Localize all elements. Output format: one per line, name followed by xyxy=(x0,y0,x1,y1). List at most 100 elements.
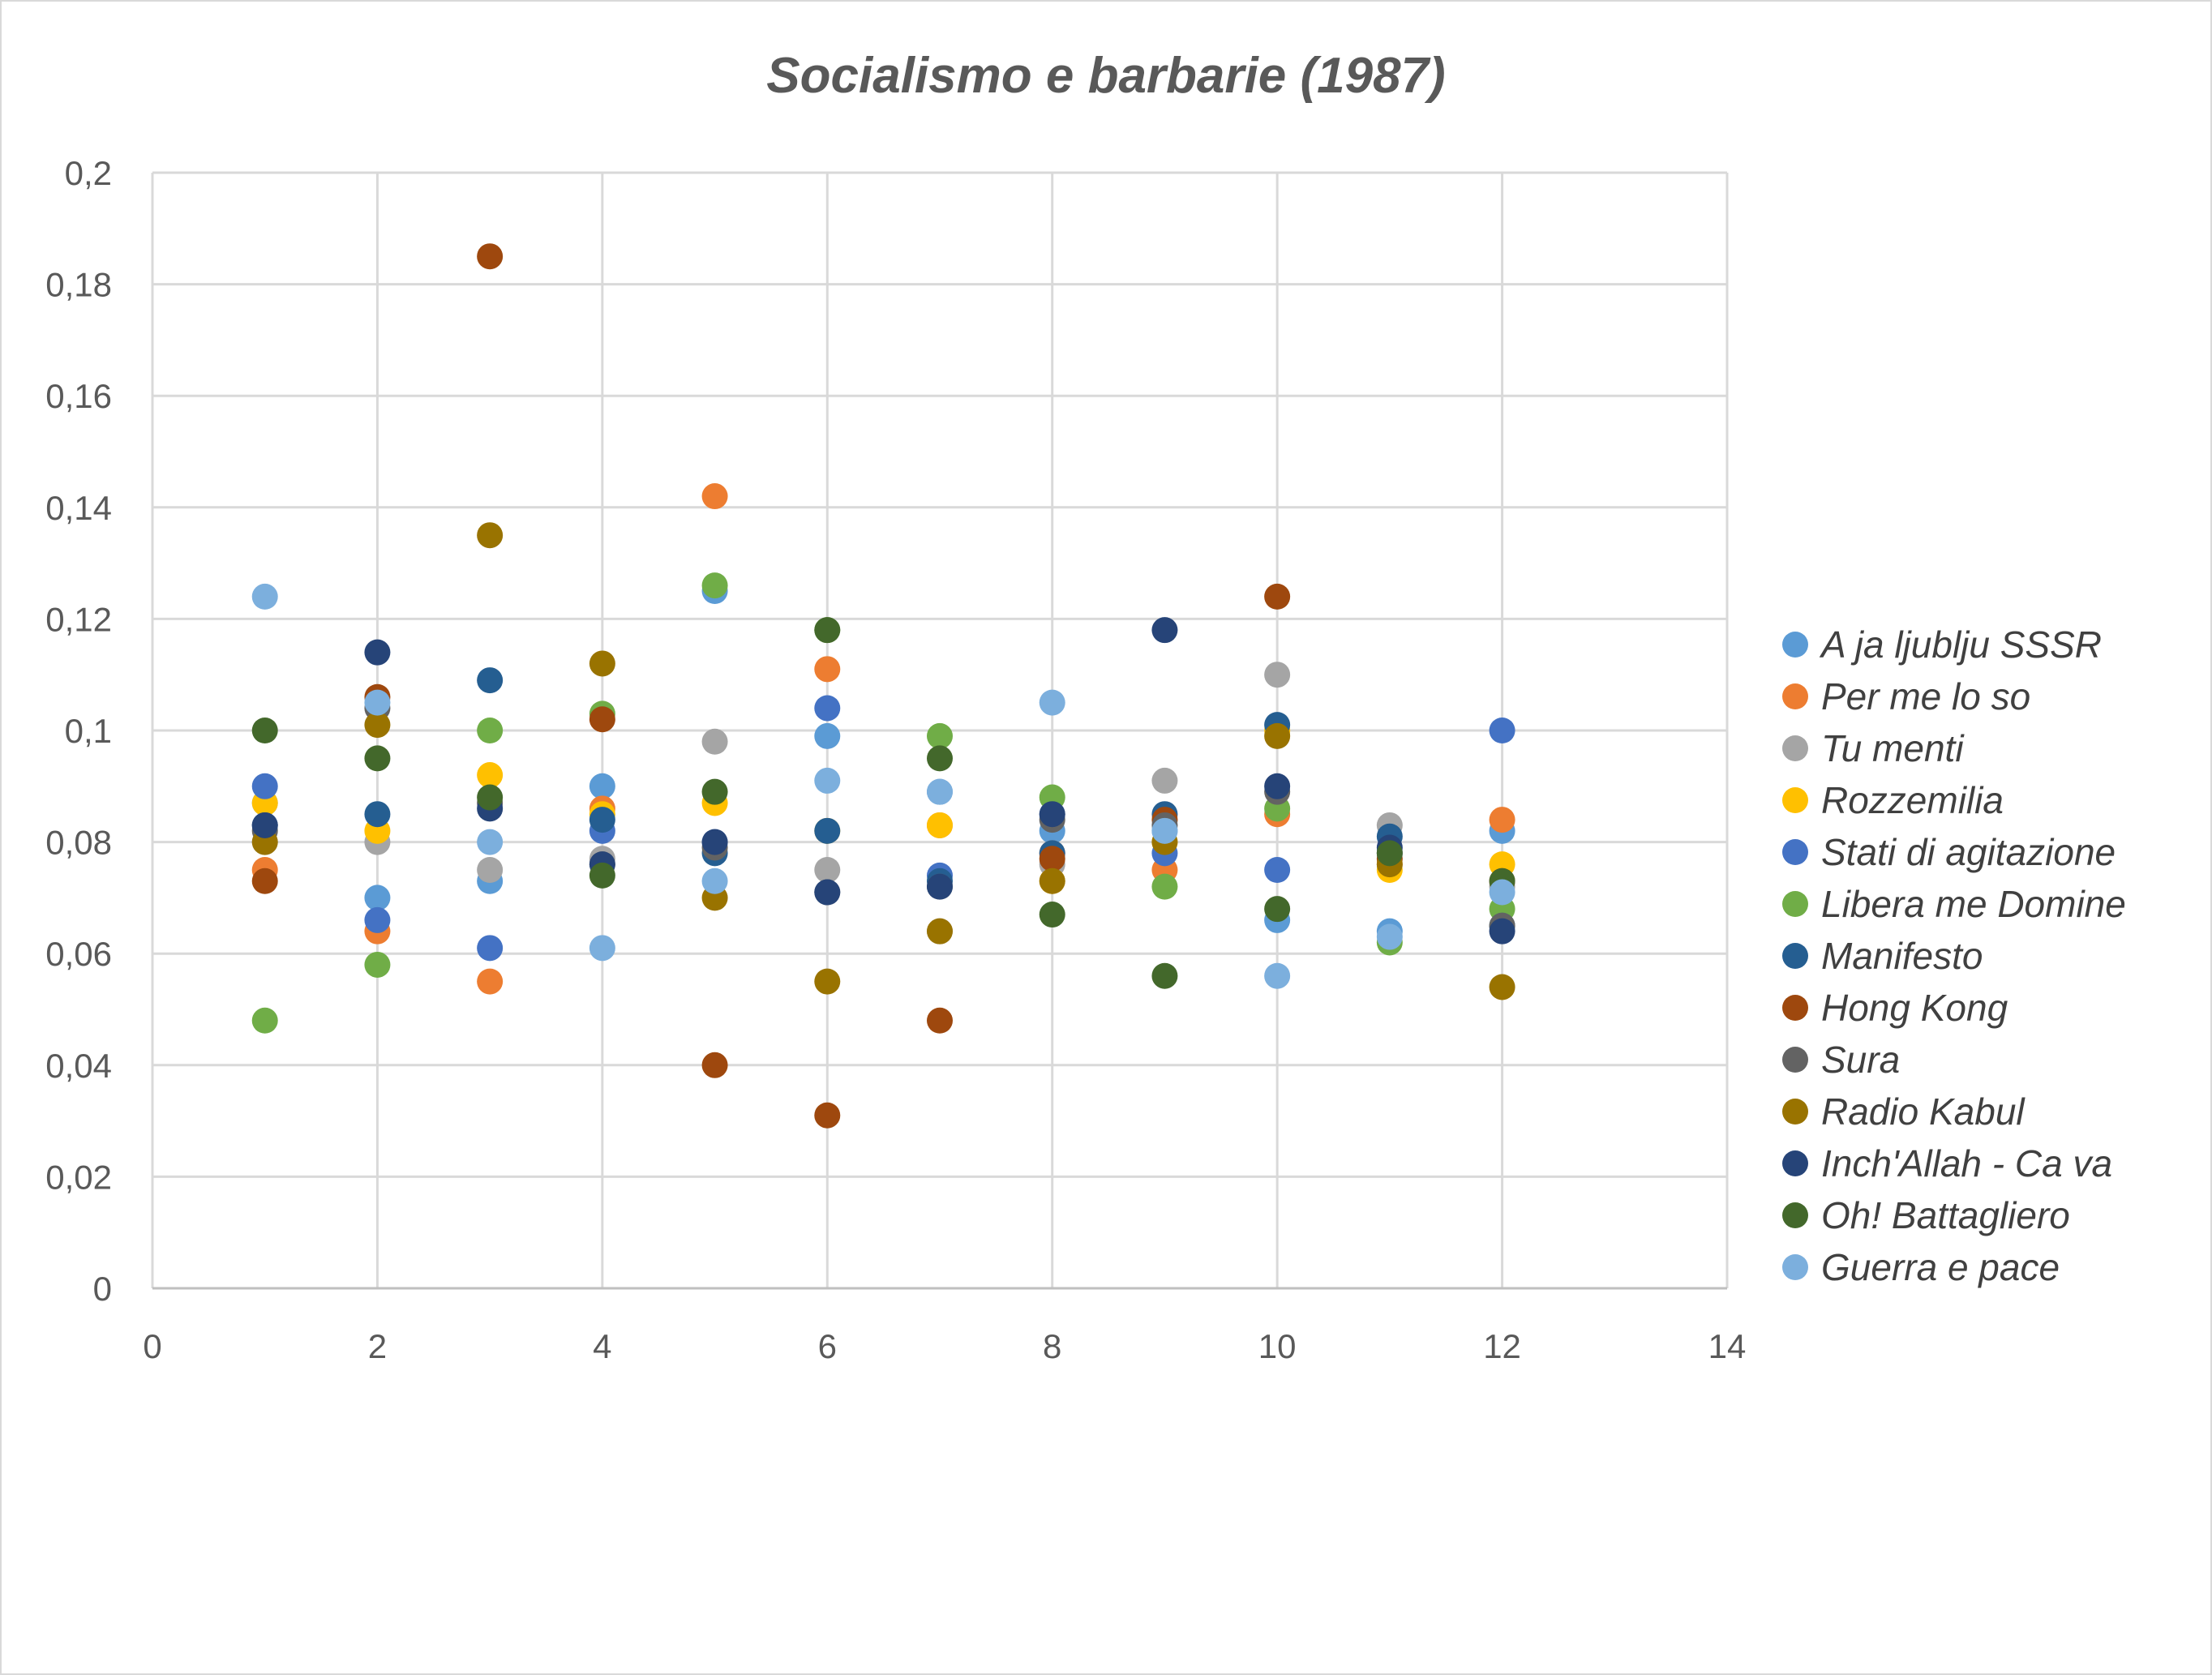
data-point xyxy=(1264,583,1291,610)
data-point xyxy=(927,873,953,900)
data-point xyxy=(1151,817,1178,844)
series-1 xyxy=(251,483,1515,995)
legend-marker xyxy=(1782,1047,1808,1073)
data-point xyxy=(1376,923,1403,950)
x-tick-label: 2 xyxy=(368,1327,387,1365)
legend-item: Tu menti xyxy=(1782,727,1965,769)
data-point xyxy=(364,801,391,828)
data-point xyxy=(1489,879,1515,906)
y-tick-label: 0,16 xyxy=(45,377,112,415)
legend-label: Radio Kabul xyxy=(1821,1090,2026,1133)
data-point xyxy=(477,968,504,995)
y-tick-label: 0 xyxy=(93,1270,112,1308)
data-point xyxy=(251,1007,278,1034)
legend-marker xyxy=(1782,995,1808,1021)
y-tick-label: 0,1 xyxy=(65,712,112,750)
legend-item: Per me lo so xyxy=(1782,675,2030,718)
data-point xyxy=(1264,896,1291,923)
chart-title: Socialismo e barbarie (1987) xyxy=(766,48,1445,104)
data-point xyxy=(814,817,841,844)
data-point xyxy=(589,706,615,733)
series-3 xyxy=(251,718,1515,894)
axes: 0 2 4 6 8 10 12 14 0 0,02 0,04 0,06 0,08 0,1 0,12 0,14 0… xyxy=(45,154,1746,1365)
data-point xyxy=(477,829,504,855)
data-point xyxy=(477,718,504,743)
y-tick-label: 0,12 xyxy=(45,600,112,638)
legend: A ja ljublju SSSR Per me lo so Tu menti Roz… xyxy=(1782,623,2126,1288)
data-point xyxy=(701,867,728,894)
x-tick-label: 14 xyxy=(1708,1327,1747,1365)
legend-label: Stati di agitazione xyxy=(1821,831,2116,873)
data-point xyxy=(927,722,953,749)
data-point xyxy=(814,968,841,995)
data-point xyxy=(1264,662,1291,688)
x-tick-label: 0 xyxy=(143,1327,161,1365)
legend-item: Inch'Allah - Ca va xyxy=(1782,1142,2112,1184)
data-point xyxy=(364,745,391,772)
data-point xyxy=(814,767,841,794)
legend-marker xyxy=(1782,1254,1808,1280)
x-tick-label: 4 xyxy=(593,1327,611,1365)
series-2 xyxy=(251,662,1515,945)
series-10 xyxy=(251,617,1515,945)
data-point xyxy=(589,807,615,833)
series-9 xyxy=(251,522,1515,1000)
series-7 xyxy=(251,243,1515,1129)
data-point xyxy=(477,667,504,694)
data-point xyxy=(927,918,953,945)
legend-label: Per me lo so xyxy=(1821,675,2030,718)
legend-label: Inch'Allah - Ca va xyxy=(1821,1142,2112,1184)
series-6 xyxy=(251,667,1515,939)
legend-label: Rozzemilia xyxy=(1821,779,2004,821)
data-point xyxy=(1489,974,1515,1000)
data-point xyxy=(701,829,728,855)
data-point xyxy=(364,885,391,911)
y-tick-label: 0,06 xyxy=(45,935,112,973)
legend-label: Guerra e pace xyxy=(1821,1246,2060,1288)
y-tick-label: 0,04 xyxy=(45,1047,112,1085)
legend-marker xyxy=(1782,1202,1808,1228)
data-point xyxy=(701,778,728,805)
y-tick-label: 0,14 xyxy=(45,489,112,527)
legend-item: Radio Kabul xyxy=(1782,1090,2026,1133)
data-point xyxy=(1264,962,1291,989)
data-point xyxy=(701,572,728,599)
data-point xyxy=(814,1102,841,1129)
legend-label: A ja ljublju SSSR xyxy=(1819,623,2102,666)
data-point xyxy=(589,773,615,799)
x-tick-label: 12 xyxy=(1483,1327,1521,1365)
data-point xyxy=(814,857,841,883)
data-point xyxy=(477,857,504,883)
data-point xyxy=(1264,857,1291,883)
legend-label: Oh! Battagliero xyxy=(1821,1194,2070,1236)
series-11 xyxy=(251,617,1515,989)
data-point xyxy=(589,935,615,962)
legend-item: Guerra e pace xyxy=(1782,1246,2060,1288)
data-point xyxy=(251,812,278,838)
data-point xyxy=(1039,689,1065,716)
data-point xyxy=(1039,902,1065,928)
data-point xyxy=(1264,773,1291,799)
data-point xyxy=(477,243,504,270)
legend-label: Tu menti xyxy=(1821,727,1965,769)
data-point xyxy=(364,951,391,978)
legend-marker xyxy=(1782,632,1808,658)
legend-marker xyxy=(1782,943,1808,969)
data-point xyxy=(814,695,841,722)
legend-item: Stati di agitazione xyxy=(1782,831,2116,873)
legend-item: Sura xyxy=(1782,1039,1900,1081)
legend-label: Hong Kong xyxy=(1821,987,2008,1029)
data-point xyxy=(1489,718,1515,743)
legend-label: Manifesto xyxy=(1821,935,1983,977)
data-point xyxy=(701,728,728,755)
data-point xyxy=(1376,840,1403,867)
data-point xyxy=(701,483,728,510)
data-point xyxy=(1039,867,1065,894)
data-point xyxy=(251,583,278,610)
data-point xyxy=(251,718,278,743)
data-point xyxy=(1151,962,1178,989)
legend-label: Libera me Domine xyxy=(1821,883,2126,925)
data-point xyxy=(1489,807,1515,833)
y-tick-label: 0,18 xyxy=(45,266,112,304)
